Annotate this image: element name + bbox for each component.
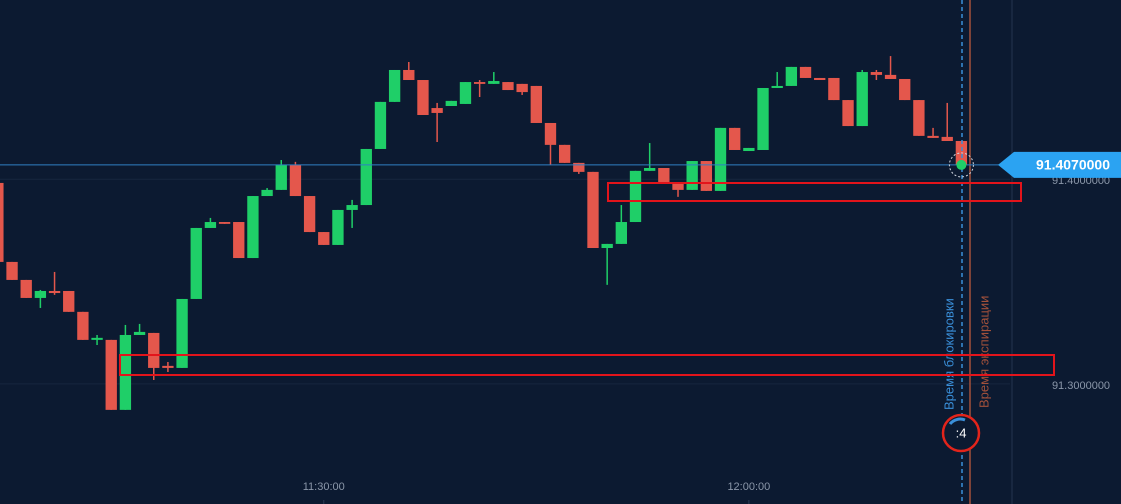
expiration-label: Время экспирации	[976, 296, 991, 408]
candle-body	[558, 144, 571, 163]
candle-body	[91, 337, 103, 340]
candle-body	[870, 72, 883, 75]
candle-body	[814, 77, 826, 81]
candle-body	[544, 122, 557, 145]
candle-body	[218, 222, 231, 224]
candle-body	[119, 334, 132, 410]
candle-body	[303, 196, 316, 233]
candle-body	[247, 196, 259, 259]
candle-body	[884, 74, 897, 79]
candle-body	[488, 81, 500, 84]
candle-body	[34, 290, 47, 298]
candle-body	[318, 232, 330, 245]
highlight-box	[119, 354, 1055, 376]
candle-body	[927, 135, 939, 138]
countdown: :4	[956, 425, 967, 440]
candle-body	[658, 168, 670, 184]
candle-body	[204, 222, 217, 228]
candle-body	[516, 83, 528, 93]
candle-body	[63, 290, 75, 312]
candle-body	[332, 209, 344, 245]
candle-body	[431, 108, 443, 113]
candle-body	[20, 279, 32, 298]
current-price-tag	[998, 151, 1121, 178]
candle-body	[828, 77, 840, 101]
y-tick-label: 91.4000000	[1052, 175, 1110, 187]
candle-body	[261, 189, 273, 197]
candle-body	[176, 298, 188, 368]
current-ring	[948, 152, 974, 178]
candle-body	[573, 162, 585, 172]
x-tick-label: 11:30:00	[303, 481, 345, 493]
candle-body	[374, 101, 387, 149]
candle-body	[275, 164, 287, 190]
current-price-label: 91.4070000	[1036, 157, 1110, 173]
candle-body	[757, 87, 769, 150]
candle-body	[403, 69, 415, 81]
y-tick-label: 91.3000000	[1052, 380, 1110, 392]
candle-body	[502, 82, 514, 91]
candle-body	[48, 290, 61, 294]
candle-body	[417, 80, 429, 116]
candle-body	[148, 332, 160, 368]
countdown-ring	[941, 413, 981, 453]
candle-body	[785, 66, 798, 86]
candle-body	[913, 100, 925, 136]
candle-body	[672, 183, 684, 190]
candle-body	[459, 82, 472, 104]
candle-body	[743, 147, 755, 152]
candle-body	[856, 72, 868, 127]
candle-body	[714, 127, 727, 191]
current-dot	[956, 159, 967, 170]
candle-body	[615, 222, 627, 244]
candle-body	[0, 182, 4, 262]
candle-body	[6, 261, 18, 280]
countdown-progress	[948, 417, 966, 426]
candle-body	[388, 69, 401, 102]
candle-body	[587, 171, 599, 249]
candle-body	[162, 365, 174, 368]
candle-body	[700, 161, 713, 191]
highlight-box	[607, 182, 1022, 202]
candle-body	[941, 136, 953, 141]
candle-body	[629, 170, 642, 223]
candle-body	[729, 127, 741, 150]
candle-body	[105, 339, 117, 410]
candle-body	[799, 66, 812, 78]
candle-body	[77, 311, 89, 340]
x-tick-label: 12:00:00	[727, 481, 770, 493]
candle-body	[644, 168, 656, 171]
candle-body	[842, 100, 854, 127]
candle-body	[686, 161, 698, 190]
candle-body	[601, 243, 613, 249]
candle-body	[530, 85, 542, 123]
candle-body	[133, 331, 146, 335]
candle-body	[899, 78, 911, 101]
candle-body	[346, 205, 358, 210]
candle-body	[233, 222, 245, 259]
candle-body	[771, 85, 783, 88]
candle-body	[360, 148, 372, 206]
candle-body	[473, 82, 486, 84]
candle-body	[445, 100, 457, 106]
candle-body	[190, 227, 202, 299]
candle-body	[289, 164, 302, 197]
